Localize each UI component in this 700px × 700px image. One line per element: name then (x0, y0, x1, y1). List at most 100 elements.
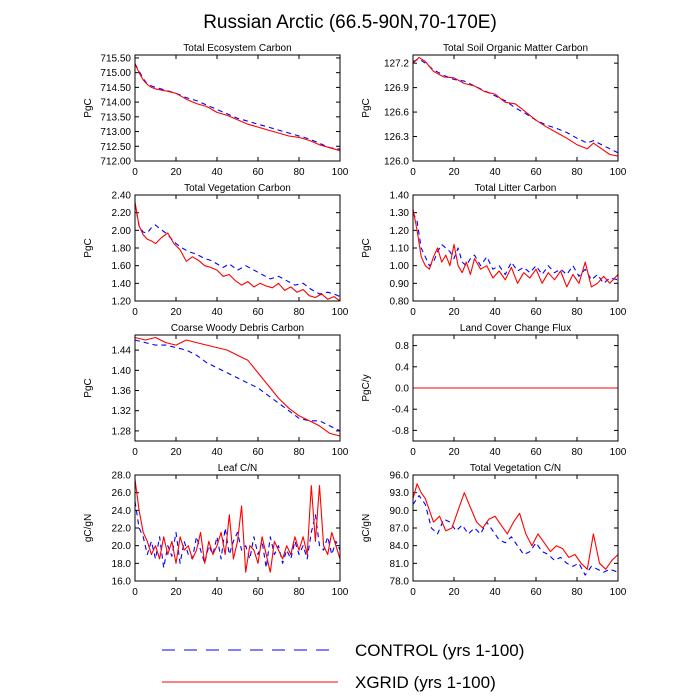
y-tick-label: 16.0 (112, 577, 132, 588)
x-tick-label: 100 (332, 447, 349, 458)
series-line-xgrid (134, 63, 341, 152)
y-tick-label: 22.0 (112, 524, 132, 535)
chart-panel-6: Land Cover Change Flux PgC/y 0 20 40 60 80 100 -… (361, 323, 627, 458)
y-tick-label: 0.0 (395, 384, 409, 395)
chart-panel-1: Total Ecosystem Carbon PgC 0 20 40 60 80 100 712… (83, 43, 349, 178)
x-tick-label: 100 (332, 307, 349, 318)
y-tick-label: 713.00 (100, 127, 131, 138)
y-tick-label: 1.40 (112, 366, 132, 377)
x-tick-label: 0 (410, 167, 416, 178)
chart-panel-2: Total Soil Organic Matter Carbon PgC 0 20 40… (361, 43, 627, 178)
y-axis-label: PgC (83, 98, 94, 117)
y-tick-label: 0.4 (395, 362, 409, 373)
y-tick-label: 20.0 (112, 541, 132, 552)
x-tick-label: 60 (530, 167, 542, 178)
plot-frame (412, 54, 619, 162)
y-tick-label: 81.0 (390, 559, 410, 570)
x-tick-label: 60 (530, 587, 542, 598)
legend-control-label: CONTROL (yrs 1-100) (355, 641, 524, 660)
y-tick-label: 713.50 (100, 112, 131, 123)
y-tick-label: 712.50 (100, 142, 131, 153)
x-tick-label: 60 (252, 307, 264, 318)
y-axis-label: PgC (83, 238, 94, 257)
chart-panel-8: Total Vegetation C/N gC/gN 0 20 40 60 80 100 78.… (361, 463, 627, 598)
x-tick-label: 80 (293, 587, 305, 598)
x-tick-label: 60 (252, 587, 264, 598)
y-tick-label: 90.0 (390, 506, 410, 517)
x-tick-label: 80 (293, 447, 305, 458)
y-tick-label: 1.44 (112, 346, 132, 357)
panel-title: Land Cover Change Flux (460, 323, 571, 334)
plot-frame (134, 194, 341, 302)
x-tick-label: 0 (410, 307, 416, 318)
y-tick-label: 715.00 (100, 68, 131, 79)
y-tick-label: 0.90 (390, 279, 410, 290)
y-tick-label: 126.3 (384, 132, 409, 143)
chart-panel-4: Total Litter Carbon PgC 0 20 40 60 80 100 0.80 0.… (361, 183, 627, 318)
panel-title: Total Vegetation C/N (470, 463, 561, 474)
y-tick-label: 1.36 (112, 386, 132, 397)
x-tick-label: 0 (132, 587, 138, 598)
y-tick-label: 1.00 (390, 261, 410, 272)
y-tick-label: 78.0 (390, 577, 410, 588)
y-axis-label: PgC (361, 98, 372, 117)
y-tick-label: 0.8 (395, 341, 409, 352)
y-axis-label: gC/gN (361, 514, 372, 542)
y-tick-label: 1.20 (112, 297, 132, 308)
series-line-control (412, 495, 619, 576)
y-tick-label: 87.0 (390, 524, 410, 535)
y-tick-label: 28.0 (112, 471, 132, 482)
x-tick-label: 100 (610, 447, 627, 458)
series-line-xgrid (412, 56, 619, 157)
y-tick-label: 1.40 (390, 191, 410, 202)
y-tick-label: 1.80 (112, 244, 132, 255)
x-tick-label: 0 (132, 307, 138, 318)
y-tick-label: 2.20 (112, 208, 132, 219)
x-tick-label: 20 (448, 587, 460, 598)
x-tick-label: 20 (170, 447, 182, 458)
series-line-control (412, 58, 619, 154)
x-tick-label: 100 (332, 587, 349, 598)
series-line-control (412, 212, 619, 284)
y-axis-label: PgC (83, 378, 94, 397)
x-tick-label: 40 (489, 447, 501, 458)
x-tick-label: 0 (410, 447, 416, 458)
x-tick-label: 40 (211, 167, 223, 178)
y-tick-label: 2.40 (112, 191, 132, 202)
x-tick-label: 100 (610, 167, 627, 178)
x-tick-label: 60 (530, 307, 542, 318)
x-tick-label: 40 (489, 167, 501, 178)
x-tick-label: 80 (293, 167, 305, 178)
y-tick-label: 18.0 (112, 559, 132, 570)
x-tick-label: 60 (252, 447, 264, 458)
chart-panel-5: Coarse Woody Debris Carbon PgC 0 20 40 60 80 10… (83, 323, 349, 458)
panel-title: Coarse Woody Debris Carbon (171, 323, 304, 334)
x-tick-label: 100 (610, 307, 627, 318)
series-line-xgrid (134, 479, 341, 573)
y-axis-label: gC/gN (83, 514, 94, 542)
x-tick-label: 20 (170, 587, 182, 598)
x-tick-label: 40 (489, 587, 501, 598)
y-tick-label: 1.60 (112, 261, 132, 272)
series-line-xgrid (134, 202, 341, 302)
plot-frame (412, 334, 619, 442)
x-tick-label: 20 (170, 307, 182, 318)
y-tick-label: 1.30 (390, 208, 410, 219)
x-tick-label: 0 (410, 587, 416, 598)
panel-title: Leaf C/N (218, 463, 257, 474)
panel-title: Total Vegetation Carbon (184, 183, 291, 194)
x-tick-label: 40 (211, 307, 223, 318)
series-line-xgrid (134, 336, 341, 437)
x-tick-label: 100 (610, 587, 627, 598)
y-tick-label: 2.00 (112, 226, 132, 237)
y-tick-label: 1.28 (112, 426, 132, 437)
y-tick-label: -0.4 (392, 405, 410, 416)
y-tick-label: 127.2 (384, 59, 409, 70)
x-tick-label: 80 (571, 447, 583, 458)
y-tick-label: 1.20 (390, 226, 410, 237)
x-tick-label: 80 (571, 307, 583, 318)
series-line-xgrid (412, 208, 619, 288)
x-tick-label: 20 (170, 167, 182, 178)
y-tick-label: 126.6 (384, 108, 409, 119)
series-line-control (134, 203, 341, 298)
